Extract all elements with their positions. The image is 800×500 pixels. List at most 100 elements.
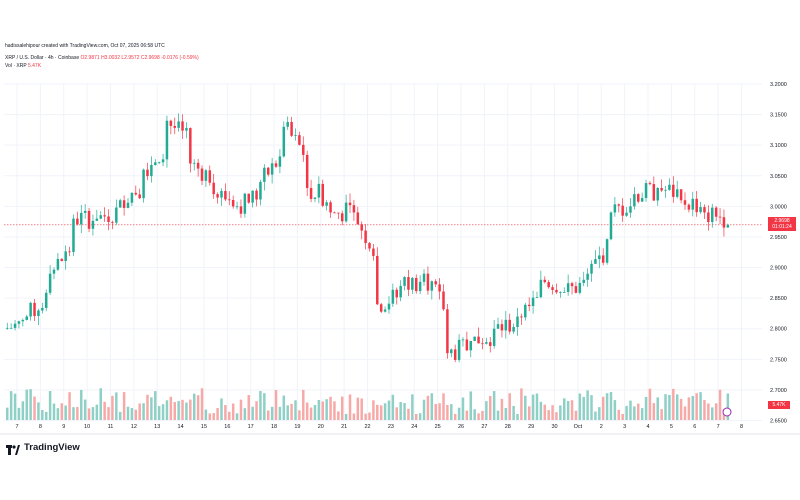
volume-bar — [726, 393, 730, 420]
price-tick-label: 2.9500 — [770, 235, 787, 241]
volume-bar — [169, 396, 173, 420]
candle-body — [9, 327, 13, 329]
candle-body — [329, 202, 332, 213]
volume-bar — [99, 388, 102, 420]
time-tick-label: 16 — [224, 424, 230, 430]
candle-body — [134, 192, 138, 195]
volume-bar — [305, 402, 309, 420]
volume-bar — [376, 404, 379, 420]
volume-bar — [321, 401, 325, 420]
candle-body — [711, 207, 714, 223]
volume-bar — [255, 401, 258, 420]
candle-body — [453, 349, 457, 360]
candle-body — [672, 184, 675, 197]
candle-body — [383, 309, 387, 312]
candle-body — [722, 217, 726, 228]
candle-body — [150, 164, 153, 177]
volume-bar — [660, 409, 663, 420]
candle-body — [122, 200, 126, 208]
candle-body — [555, 289, 558, 293]
candle-body — [368, 243, 371, 249]
candle-body — [185, 128, 188, 131]
volume-bar — [44, 411, 48, 420]
candle-body — [547, 282, 550, 288]
volume-bar — [656, 397, 659, 420]
volume-bar — [189, 399, 192, 420]
time-tick-label: 15 — [201, 424, 207, 430]
volume-bar — [263, 393, 266, 420]
brand-text: TradingView — [24, 441, 80, 453]
candle-body — [637, 194, 640, 202]
candle-body — [520, 316, 523, 318]
candle-body — [598, 255, 601, 260]
volume-bar — [672, 388, 675, 420]
volume-bar — [9, 391, 13, 420]
volume-bar — [204, 409, 208, 420]
volume-bar — [391, 394, 395, 420]
price-tick-label: 2.9000 — [770, 266, 787, 272]
candle-body — [317, 183, 321, 198]
candle-body — [422, 273, 426, 282]
volume-bar — [344, 413, 348, 420]
candle-body — [286, 122, 289, 127]
candle-body — [259, 181, 262, 200]
candle-body — [601, 255, 605, 263]
candle-body — [255, 190, 258, 200]
candle-body — [372, 248, 375, 256]
volume-bar — [309, 407, 313, 420]
last-price-value: 2.9698 — [774, 218, 790, 224]
time-tick-label: 19 — [294, 424, 300, 430]
candle-body — [290, 122, 293, 136]
candle-body — [56, 258, 60, 270]
candle-body — [48, 273, 52, 293]
candle-body — [418, 281, 422, 292]
candle-body — [352, 205, 356, 213]
candle-body — [566, 283, 570, 293]
time-tick-label: 27 — [481, 424, 487, 430]
time-tick-label: 8 — [39, 424, 42, 430]
volume-bar — [504, 408, 508, 420]
candle-body — [228, 199, 231, 201]
candle-body — [524, 304, 527, 318]
price-tick-label: 2.8500 — [770, 296, 787, 302]
candle-body — [660, 188, 663, 191]
volume-bar — [68, 392, 71, 420]
volume-bar — [329, 396, 332, 420]
candle-body — [586, 273, 589, 280]
candle-body — [543, 279, 547, 283]
volume-bar — [625, 405, 628, 420]
volume-bar — [648, 388, 652, 420]
volume-bar — [228, 411, 231, 420]
time-tick-label: 10 — [84, 424, 90, 430]
candle-body — [298, 135, 301, 145]
volume-bar — [586, 390, 589, 420]
time-tick-label: 12 — [131, 424, 137, 430]
candle-body — [695, 198, 698, 213]
tradingview-logo[interactable]: TradingView — [6, 441, 80, 455]
candle-body — [379, 304, 383, 312]
volume-bar — [266, 410, 270, 420]
volume-bar — [590, 395, 593, 420]
candle-body — [691, 198, 695, 210]
volume-bar — [29, 389, 32, 420]
volume-bar — [555, 412, 558, 420]
volume-bar — [83, 399, 87, 420]
volume-bar — [259, 390, 262, 420]
candle-body — [33, 302, 36, 317]
candle-body — [60, 258, 64, 261]
volume-bar — [372, 400, 375, 420]
time-tick-label: 29 — [528, 424, 534, 430]
candle-body — [535, 297, 539, 299]
volume-bar — [154, 391, 157, 420]
volume-bar — [72, 407, 75, 420]
candlestick-chart[interactable]: 2.6500 2.7000 2.7500 2.8000 2.8500 2.9000 2.95… — [0, 0, 800, 440]
candle-body — [364, 230, 367, 244]
volume-bar — [426, 395, 430, 420]
candle-body — [399, 285, 402, 298]
candle-body — [457, 339, 461, 360]
candle-body — [461, 339, 465, 341]
candle-body — [640, 198, 644, 202]
volume-bar — [652, 403, 656, 420]
time-tick-label: 26 — [458, 424, 464, 430]
volume-bar — [601, 396, 605, 420]
